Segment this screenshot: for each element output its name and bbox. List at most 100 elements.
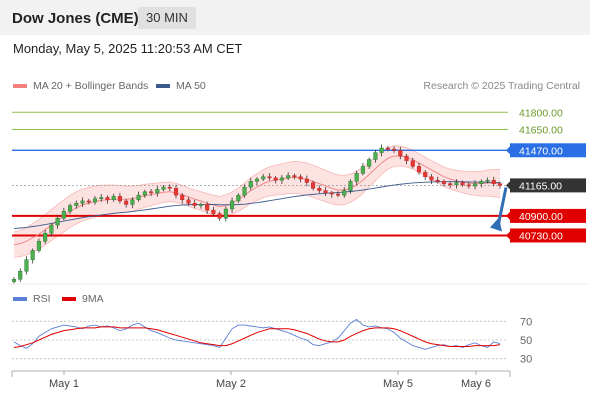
candle-body [360, 166, 365, 174]
candle-body [18, 270, 23, 280]
chart-header: Dow Jones (CME) 30 MIN [0, 0, 590, 35]
candle-body [491, 179, 496, 184]
legend-rsi-label: RSI [33, 293, 51, 305]
legend-ma50: MA 50 [156, 80, 206, 92]
candle-body [410, 160, 415, 167]
candle-body [173, 188, 179, 196]
candle-body [167, 186, 172, 189]
level-label-pivot: 41470.00 [519, 145, 563, 157]
candle-body [55, 217, 60, 226]
candle-body [416, 166, 422, 173]
candle-body [248, 181, 253, 188]
candle-body [385, 147, 390, 150]
level-label-pointer-pivot [506, 146, 510, 155]
candle-body [373, 152, 378, 160]
x-tick-label: May 1 [49, 378, 79, 390]
candle-body [392, 148, 397, 151]
candle-body [61, 211, 66, 219]
forecast-arrow-head [490, 217, 502, 232]
level-label-box-pivot [510, 143, 586, 158]
candle-body [242, 186, 247, 196]
candle-body [230, 200, 235, 210]
candle-body [448, 183, 453, 186]
candle-body [74, 202, 79, 206]
legend-bollinger: MA 20 + Bollinger Bands [13, 80, 148, 92]
candle-body [217, 213, 222, 219]
candle-body [404, 155, 409, 161]
legend-bollinger-label: MA 20 + Bollinger Bands [33, 80, 149, 92]
candle-body [460, 182, 465, 186]
candle-body [254, 178, 260, 182]
candle-body [186, 199, 191, 204]
level-label-support: 40730.00 [519, 230, 563, 242]
instrument-title: Dow Jones (CME) [12, 10, 139, 27]
x-tick-label: May 2 [216, 378, 246, 390]
candle-body [105, 197, 110, 201]
rsi-9ma-line [13, 326, 501, 348]
candle-body [99, 197, 104, 199]
candle-body [124, 200, 129, 205]
candle-body [367, 159, 372, 167]
candle-body [435, 179, 440, 182]
candle-body [423, 171, 428, 178]
candle-body [466, 184, 471, 187]
ma9-swatch [62, 297, 76, 302]
candle-body [24, 259, 29, 272]
candle-body [267, 176, 272, 179]
timeframe-button[interactable]: 30 MIN [138, 7, 196, 29]
candle-body [261, 176, 266, 180]
candle-body [205, 204, 210, 211]
candle-body [485, 179, 490, 182]
candle-body [342, 190, 347, 196]
rsi-tick-label: 50 [520, 335, 532, 347]
candle-body [49, 224, 54, 234]
ma50-swatch [156, 84, 170, 89]
candle-body [11, 278, 17, 282]
candle-body [286, 175, 291, 179]
candle-body [142, 191, 147, 196]
candle-body [298, 176, 303, 180]
candle-body [30, 250, 35, 260]
candle-body [335, 193, 341, 196]
candle-body [441, 181, 446, 184]
candle-body [473, 183, 478, 187]
candle-body [68, 205, 73, 212]
bollinger-swatch [13, 84, 27, 89]
candle-body [43, 232, 48, 242]
rsi-line [13, 318, 501, 350]
level-label-box-support [510, 228, 586, 243]
candle-body [479, 181, 484, 184]
candle-body [317, 188, 322, 191]
candle-body [136, 194, 141, 201]
level-label-support: 40900.00 [519, 211, 563, 223]
level-label-last: 41165.00 [519, 180, 562, 192]
candle-body [354, 173, 359, 182]
candle-body [398, 150, 403, 157]
level-label-resistance: 41800.00 [519, 107, 563, 119]
bollinger-band-fill [14, 145, 500, 258]
candle-body [36, 240, 41, 251]
level-label-pointer-last [506, 181, 510, 190]
candle-body [192, 202, 197, 206]
candle-body [273, 177, 278, 181]
candle-body [323, 190, 328, 194]
legend-9ma-label: 9MA [82, 293, 104, 305]
candles-group [11, 144, 503, 284]
candle-body [155, 189, 160, 194]
credit-text: Research © 2025 Trading Central [423, 80, 580, 92]
level-label-box-last [510, 178, 586, 193]
candle-body [86, 200, 91, 203]
candle-body [379, 147, 384, 153]
candle-body [198, 204, 203, 206]
legend-ma50-label: MA 50 [176, 80, 206, 92]
candle-body [223, 208, 228, 219]
candle-body [292, 175, 297, 178]
candle-body [236, 194, 241, 202]
candle-body [304, 178, 309, 183]
candle-body [429, 176, 434, 181]
candle-body [211, 209, 216, 214]
ma50-line [13, 181, 501, 230]
candle-body [497, 183, 503, 186]
level-label-pointer-support [506, 211, 510, 220]
